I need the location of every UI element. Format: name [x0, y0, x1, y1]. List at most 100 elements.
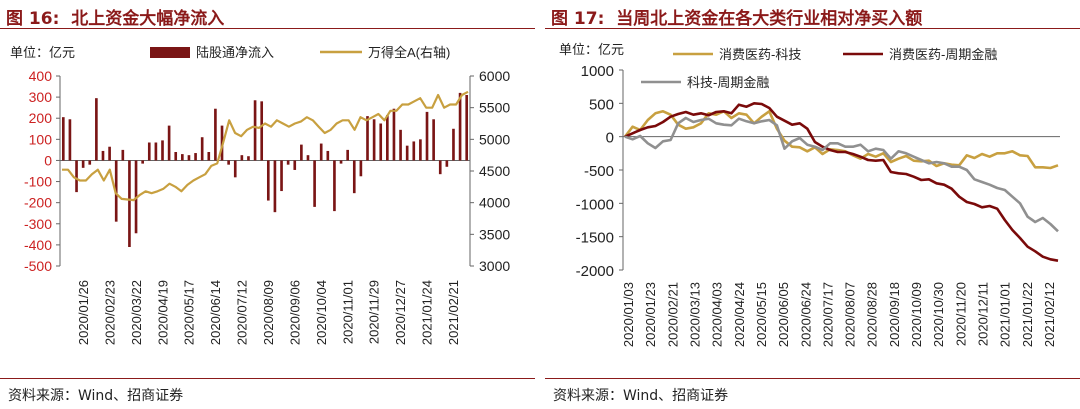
chart-title: 图 16: 北上资金大幅净流入 — [6, 9, 225, 29]
bar-net-inflow — [412, 141, 416, 161]
x-tick-label: 2020/08/07 — [843, 282, 858, 347]
series-line — [624, 102, 1059, 262]
bar-net-inflow — [260, 101, 264, 161]
x-tick-label: 2020/11/01 — [340, 280, 355, 344]
x-tick-label: 2020/08/28 — [865, 282, 880, 347]
x-tick-label: 2020/12/27 — [393, 280, 408, 345]
bar-net-inflow — [108, 146, 111, 161]
y-tick-label-left: 100 — [29, 131, 53, 147]
bar-net-inflow — [300, 144, 303, 161]
bar-net-inflow — [419, 139, 422, 161]
bar-net-inflow — [181, 154, 184, 161]
bar-net-inflow — [313, 160, 316, 207]
bar-net-inflow — [425, 111, 429, 161]
bar-net-inflow — [233, 160, 237, 178]
y-tick-label: -1000 — [576, 196, 614, 213]
bar-net-inflow — [465, 95, 469, 161]
x-tick-label: 2020/08/09 — [261, 280, 276, 345]
bar-net-inflow — [68, 119, 72, 161]
bar-net-inflow — [227, 160, 230, 165]
bar-net-inflow — [200, 137, 204, 161]
bar-net-inflow — [147, 142, 151, 161]
bar-net-inflow — [333, 160, 336, 212]
y-tick-label-right: 4500 — [479, 163, 510, 179]
x-tick-label: 2020/11/29 — [367, 280, 382, 344]
bar-net-inflow — [214, 108, 217, 161]
bar-net-inflow — [253, 100, 257, 161]
bar-net-inflow — [75, 160, 78, 193]
bar-net-inflow — [458, 92, 462, 161]
x-tick-label: 2020/10/09 — [909, 282, 924, 347]
bar-net-inflow — [161, 140, 164, 161]
bar-net-inflow — [194, 153, 197, 161]
x-tick-label: 2020/01/03 — [621, 282, 636, 347]
bar-net-inflow — [379, 123, 383, 161]
x-tick-label: 2020/09/06 — [287, 280, 302, 345]
bar-net-inflow — [366, 116, 369, 161]
source-note: 资料来源：Wind、招商证券 — [8, 388, 184, 404]
chart-title: 图 17: 当周北上资金在各大类行业相对净买入额 — [551, 9, 923, 29]
x-tick-label: 2021/02/12 — [1042, 282, 1057, 347]
unit-label: 单位：亿元 — [559, 42, 624, 57]
y-tick-label-left: 400 — [29, 68, 53, 84]
bar-net-inflow — [346, 149, 349, 161]
bar-net-inflow — [154, 142, 158, 161]
x-tick-label: 2021/01/22 — [1020, 282, 1035, 347]
line-wind-a-index — [62, 90, 469, 202]
y-tick-label: -2000 — [576, 263, 614, 280]
x-tick-label: 2020/05/17 — [182, 280, 197, 345]
y-tick-label-right: 4000 — [479, 195, 510, 211]
y-tick-label: -1500 — [576, 230, 614, 247]
bar-net-inflow — [306, 155, 310, 161]
bar-net-inflow — [88, 160, 92, 165]
x-tick-label: 2020/07/17 — [820, 282, 835, 347]
y-tick-label-right: 3000 — [479, 258, 510, 274]
y-tick-label-left: 0 — [44, 152, 52, 168]
y-tick-label-left: 200 — [29, 110, 53, 126]
bar-net-inflow — [293, 160, 297, 170]
bar-net-inflow — [273, 160, 277, 213]
bar-net-inflow — [247, 156, 250, 161]
bar-net-inflow — [121, 149, 125, 161]
bar-net-inflow — [81, 160, 85, 168]
x-tick-label: 2021/01/24 — [420, 280, 435, 345]
series-line — [623, 110, 1059, 170]
series-line — [624, 116, 1059, 233]
bar-net-inflow — [445, 160, 449, 167]
y-tick-label-left: -200 — [24, 195, 52, 211]
x-tick-label: 2020/10/04 — [314, 280, 329, 345]
chart-panel-north-flow: 图 16: 北上资金大幅净流入 单位：亿元 陆股通净流入 万得全A(右轴) 400 30… — [0, 0, 535, 409]
y-tick-label: 0 — [606, 130, 614, 147]
legend-label-consumer-cyclical: 消费医药-周期金融 — [889, 47, 997, 62]
x-tick-label: 2020/09/18 — [887, 282, 902, 347]
x-tick-label: 2020/07/12 — [235, 280, 250, 345]
y-tick-label-right: 6000 — [479, 68, 510, 84]
x-tick-label: 2020/03/13 — [687, 282, 702, 347]
x-tick-label: 2020/06/05 — [776, 282, 791, 347]
y-tick-label-left: 300 — [29, 89, 53, 105]
y-tick-label-right: 5500 — [479, 100, 510, 116]
legend-label-bars: 陆股通净流入 — [196, 45, 274, 60]
x-tick-label: 2020/06/24 — [798, 282, 813, 347]
source-note: 资料来源：Wind、招商证券 — [553, 388, 729, 404]
bar-net-inflow — [61, 117, 65, 161]
bar-net-inflow — [286, 160, 290, 165]
bar-net-inflow — [392, 108, 396, 161]
bar-net-inflow — [405, 145, 409, 161]
bar-net-inflow — [359, 160, 363, 177]
bar-net-inflow — [141, 160, 144, 164]
bar-net-inflow — [187, 155, 191, 161]
chart-panel-sector-net-buy: 图 17: 当周北上资金在各大类行业相对净买入额 单位：亿元 消费医药-科技 消费医… — [545, 0, 1080, 409]
bar-net-inflow — [352, 160, 356, 194]
bar-net-inflow — [326, 150, 330, 161]
x-tick-label: 2021/02/21 — [446, 280, 461, 345]
bar-net-inflow — [386, 115, 389, 161]
title-rule — [545, 28, 1080, 29]
x-tick-label: 2020/04/03 — [710, 282, 725, 347]
legend-label-line: 万得全A(右轴) — [368, 45, 450, 60]
y-tick-label-right: 3500 — [479, 226, 510, 242]
y-tick-label-left: -500 — [24, 258, 52, 274]
x-tick-label: 2020/10/30 — [931, 282, 946, 347]
bar-net-inflow — [101, 150, 105, 161]
bar-net-inflow — [432, 119, 435, 161]
